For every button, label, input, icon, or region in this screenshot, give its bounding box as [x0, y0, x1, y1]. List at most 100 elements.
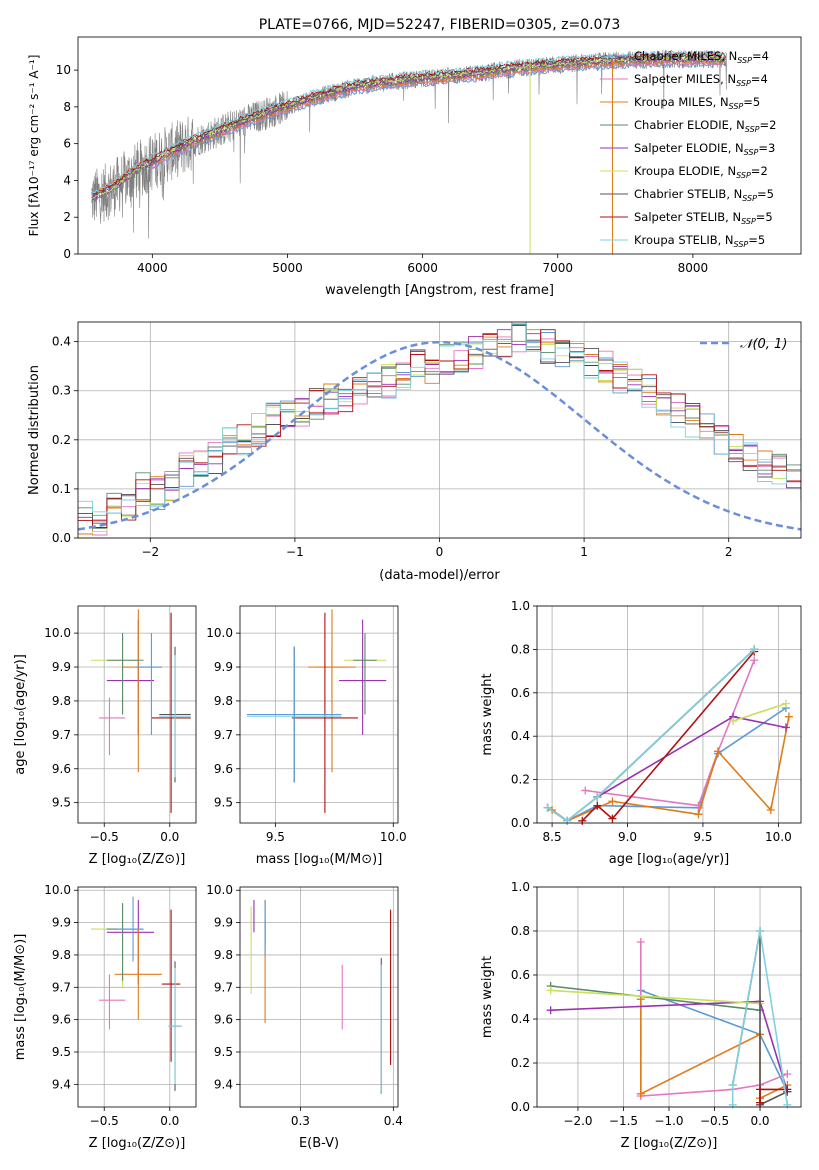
legend-text: Chabrier ELODIE, N [634, 118, 745, 132]
legend-sub: SSP [736, 171, 751, 180]
series-line [731, 930, 789, 1105]
x-axis-label: Z [log₁₀(Z/Z⊙)] [89, 1136, 186, 1151]
y-tick-label: 0.4 [511, 1012, 530, 1026]
x-tick-label: −1.5 [609, 1114, 638, 1128]
legend-entry: Chabrier MILES, NSSP=4 [634, 49, 769, 65]
x-tick-label: 0 [436, 545, 444, 559]
histogram-step [78, 329, 801, 521]
model-curve [91, 60, 726, 197]
data-point [729, 717, 738, 726]
y-tick-label: 10.0 [206, 626, 233, 640]
x-tick-label: 0.0 [160, 830, 179, 844]
legend-entry: Chabrier ELODIE, NSSP=2 [634, 118, 776, 134]
x-tick-label: 1 [580, 545, 588, 559]
x-tick-label: 0.3 [291, 1114, 310, 1128]
x-tick-label: 0.4 [384, 1114, 403, 1128]
legend-eq: = [757, 187, 767, 201]
x-tick-label: 8.5 [543, 830, 562, 844]
series-line [732, 702, 787, 722]
y-tick-label: 9.6 [52, 1013, 71, 1027]
y-tick-label: 9.6 [214, 762, 233, 776]
series-line [581, 651, 755, 822]
legend-n: 2 [769, 118, 776, 132]
legend-n: 5 [767, 187, 774, 201]
legend-n: 4 [760, 72, 767, 86]
legend-sub: SSP [737, 56, 752, 65]
y-tick-label: 0 [63, 247, 71, 261]
data-point [563, 816, 572, 825]
legend-eq: = [751, 164, 761, 178]
data-point [784, 712, 793, 721]
series-line [547, 707, 787, 822]
legend-n: 4 [762, 49, 769, 63]
series-line [731, 930, 788, 1107]
y-tick-label: 9.6 [52, 762, 71, 776]
x-axis-label: (data-model)/error [379, 568, 500, 583]
y-tick-label: 9.7 [214, 980, 233, 994]
x-tick-label: 10.0 [380, 830, 407, 844]
x-tick-label: 4000 [137, 261, 168, 275]
data-point [756, 1098, 765, 1107]
axes-frame [239, 605, 399, 824]
model-curve [91, 53, 727, 199]
legend-entry: Kroupa STELIB, NSSP=5 [634, 233, 765, 249]
legend-text: Kroupa ELODIE, N [634, 164, 736, 178]
legend-entry: Salpeter MILES, NSSP=4 [634, 72, 768, 88]
legend-text: Salpeter ELODIE, N [634, 141, 744, 155]
y-tick-label: 9.4 [214, 1077, 233, 1091]
data-point [543, 803, 552, 812]
data-point [728, 1100, 737, 1109]
histogram-step [78, 324, 801, 528]
y-tick-label: 0.4 [52, 335, 71, 349]
x-tick-label: 5000 [272, 261, 303, 275]
data-point [783, 1100, 792, 1109]
series-line [550, 985, 761, 1011]
y-tick-label: 9.5 [214, 796, 233, 810]
y-tick-label: 9.8 [52, 948, 71, 962]
legend-eq: = [756, 210, 766, 224]
y-axis-label: mass weight [480, 956, 495, 1038]
data-point [714, 747, 723, 756]
y-tick-label: 10.0 [44, 883, 71, 897]
data-point [578, 816, 587, 825]
legend-eq: = [760, 118, 770, 132]
legend-text: Chabrier MILES, N [634, 49, 737, 63]
data-point [756, 927, 765, 935]
legend-entry: Chabrier STELIB, NSSP=5 [634, 187, 774, 203]
y-tick-label: 9.5 [214, 1045, 233, 1059]
x-tick-label: −1.0 [654, 1114, 683, 1128]
y-tick-label: 0.2 [52, 433, 71, 447]
y-tick-label: 9.7 [52, 980, 71, 994]
legend-text: Kroupa STELIB, N [634, 233, 734, 247]
x-tick-label: 9.5 [266, 830, 285, 844]
panel-6 [240, 887, 398, 1107]
y-tick-label: 4 [63, 173, 71, 187]
x-tick-label: 9.0 [618, 830, 637, 844]
y-tick-label: 0.0 [511, 1100, 530, 1114]
x-tick-label: −1 [286, 545, 304, 559]
y-tick-label: 0.0 [511, 816, 530, 830]
data-point [636, 938, 645, 946]
axes-frame [77, 321, 802, 539]
series-line [585, 660, 755, 807]
panel-3 [240, 606, 398, 823]
x-tick-label: 0.0 [750, 1114, 769, 1128]
legend-entry: Salpeter ELODIE, NSSP=3 [634, 141, 775, 157]
y-axis-label: age [log₁₀(age/yr)] [13, 654, 28, 775]
y-tick-label: 0.1 [52, 482, 71, 496]
x-tick-label: 8000 [678, 261, 709, 275]
y-axis-label: Flux [fλ10⁻¹⁷ erg cm⁻² s⁻¹ A⁻¹] [27, 55, 41, 237]
legend-text: Kroupa MILES, N [634, 95, 729, 109]
histogram-step [78, 329, 801, 535]
data-point [593, 792, 602, 801]
legend-text: Salpeter MILES, N [634, 72, 736, 86]
legend-n: 5 [753, 95, 760, 109]
y-tick-label: 9.8 [214, 948, 233, 962]
legend-sub: SSP [736, 79, 751, 88]
legend-sub: SSP [734, 240, 749, 249]
y-tick-label: 10 [56, 63, 71, 77]
data-point [593, 801, 602, 810]
y-tick-label: 0.3 [52, 384, 71, 398]
data-point [750, 656, 759, 665]
y-tick-label: 9.5 [52, 796, 71, 810]
